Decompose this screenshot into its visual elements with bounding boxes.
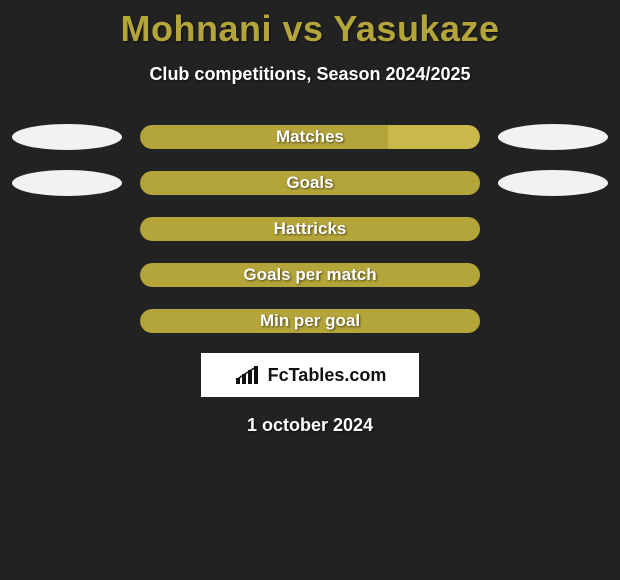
player-right-icon [498, 170, 608, 196]
bar-segment-left [140, 263, 480, 287]
comparison-infographic: Mohnani vs Yasukaze Club competitions, S… [0, 0, 620, 436]
bar-segment-left [140, 309, 480, 333]
player-left-icon [12, 170, 122, 196]
bar-segment-right [388, 125, 480, 149]
stat-row: 0Hattricks [0, 217, 620, 241]
bar-segment-left [140, 125, 388, 149]
player-left-icon [12, 124, 122, 150]
chart-bars-icon [234, 364, 262, 386]
stat-row: 0Goals [0, 171, 620, 195]
page-title: Mohnani vs Yasukaze [121, 8, 500, 50]
stat-bar: 0Goals [140, 171, 480, 195]
subtitle: Club competitions, Season 2024/2025 [149, 64, 470, 85]
stat-bar: Min per goal [140, 309, 480, 333]
logo-box: FcTables.com [201, 353, 419, 397]
bar-segment-left [140, 171, 480, 195]
player-right-icon [498, 124, 608, 150]
stat-row: Goals per match [0, 263, 620, 287]
stat-bar: 0Hattricks [140, 217, 480, 241]
stat-rows: 62Matches 0Goals 0Hattricks Goals per match… [0, 125, 620, 333]
stat-bar: 62Matches [140, 125, 480, 149]
stat-row: Min per goal [0, 309, 620, 333]
stat-row: 62Matches [0, 125, 620, 149]
logo-text: FcTables.com [268, 365, 387, 386]
date-caption: 1 october 2024 [247, 415, 373, 436]
bar-segment-left [140, 217, 480, 241]
stat-bar: Goals per match [140, 263, 480, 287]
